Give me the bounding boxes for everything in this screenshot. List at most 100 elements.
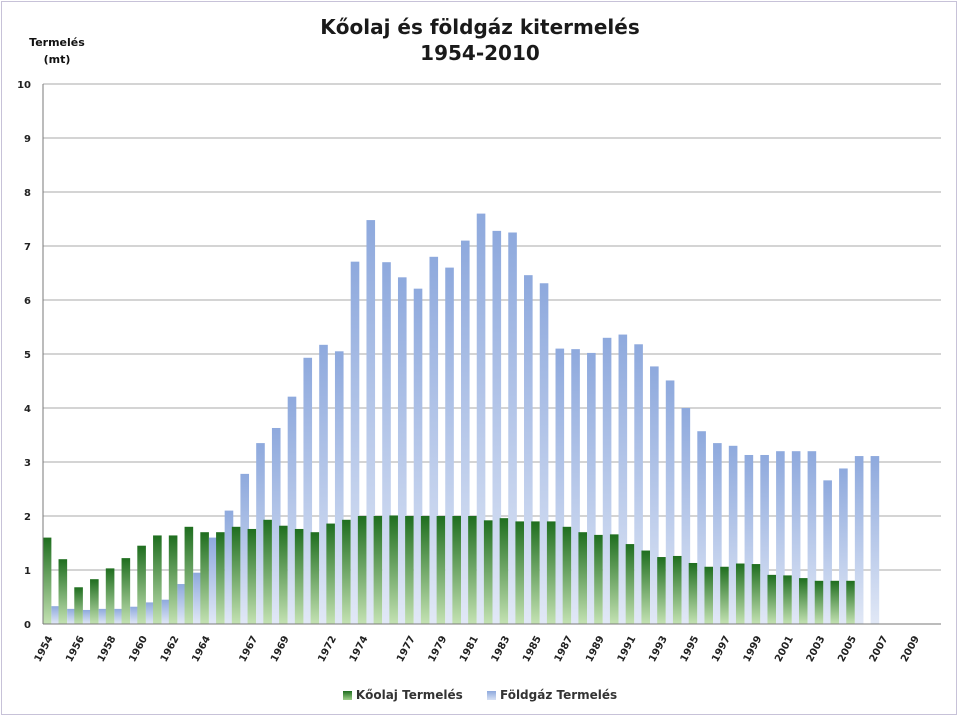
bar-oil-1991 [625,544,635,624]
legend-label-oil: Kőolaj Termelés [355,688,463,702]
y-tick-label: 2 [24,512,31,523]
bar-oil-1971 [310,532,320,624]
x-tick-label: 2005 [836,634,859,664]
bar-gas-1962 [177,584,187,624]
x-tick-label: 1967 [238,634,261,664]
x-tick-label: 1964 [190,634,213,664]
bar-gas-1966 [240,473,250,624]
bar-gas-1981 [476,213,486,624]
bar-gas-1987 [571,349,580,624]
bar-oil-1956 [74,587,83,624]
x-tick-label: 2003 [805,634,828,664]
bar-gas-1990 [618,334,628,624]
bar-gas-1954 [51,606,60,624]
bar-gas-1988 [587,352,596,624]
y-tick-label: 1 [24,566,31,577]
bar-gas-1957 [98,608,108,624]
x-tick-label: 1989 [584,634,607,664]
bar-oil-1992 [641,550,651,624]
bar-oil-1985 [531,521,540,624]
x-tick-label: 1983 [490,634,513,664]
bar-gas-2005 [854,456,864,624]
bar-oil-1966 [231,526,241,624]
legend-swatch-oil [342,691,352,700]
bar-oil-1963 [184,526,194,624]
legend-swatch-gas [486,691,496,700]
legend: Kőolaj Termelés Földgáz Termelés [0,688,960,702]
x-tick-label: 1954 [33,634,56,664]
x-tick-label: 1985 [521,634,544,664]
x-tick-label: 1993 [647,634,670,664]
bar-gas-2006 [870,456,880,624]
bar-gas-1975 [382,262,391,624]
x-tick-label: 1969 [269,634,292,664]
x-tick-label: 1956 [64,634,87,664]
bar-gas-1964 [208,537,218,624]
chart-title-line2: 1954-2010 [420,41,540,65]
y-axis-label-line2: (mt) [43,53,71,66]
chart-title-line1: Kőolaj és földgáz kitermelés [320,15,640,39]
x-tick-label: 1999 [742,634,765,664]
bar-gas-1993 [665,380,675,624]
bar-oil-1960 [137,545,146,624]
bar-oil-1969 [279,525,288,624]
bar-gas-1969 [287,396,297,624]
bar-gas-1961 [161,599,171,624]
y-tick-label: 6 [24,296,31,307]
bar-gas-1995 [697,431,706,624]
bar-oil-1959 [121,558,131,624]
bar-oil-1976 [389,515,398,624]
bar-oil-1978 [420,516,430,624]
bar-gas-1982 [492,230,502,624]
x-tick-label: 2007 [868,634,891,664]
bar-oil-1984 [515,521,525,624]
bar-gas-2002 [807,451,817,624]
bar-oil-1967 [247,528,257,624]
x-tick-label: 1981 [458,634,481,664]
x-tick-label: 1987 [553,634,576,664]
bar-gas-1970 [303,357,313,624]
y-tick-label: 10 [17,80,31,91]
y-axis-label-line1: Termelés [29,36,85,49]
bar-gas-1959 [130,606,139,624]
bar-gas-1967 [256,443,265,624]
bar-gas-1991 [634,344,643,624]
bar-gas-1997 [728,445,738,624]
bar-oil-1972 [326,523,335,624]
y-tick-label: 8 [24,188,31,199]
bar-oil-1979 [436,516,446,624]
y-tick-label: 0 [24,620,31,631]
bar-oil-1970 [294,528,304,624]
bar-oil-1993 [657,557,666,624]
bar-oil-1975 [373,516,383,624]
bar-oil-1954 [42,537,52,624]
bar-oil-1998 [735,563,745,624]
bar-gas-1965 [224,510,234,624]
bar-gas-1971 [319,344,328,624]
legend-item-gas: Földgáz Termelés [486,688,618,702]
y-axis-label: Termelés (mt) [22,34,92,68]
bar-gas-1973 [350,261,360,624]
x-tick-label: 1960 [127,634,150,664]
bar-oil-1968 [263,519,272,624]
bar-gas-1974 [366,220,376,624]
bar-oil-2003 [814,580,824,624]
bar-oil-1980 [452,516,461,624]
y-tick-label: 4 [24,404,31,415]
bar-oil-1986 [546,521,556,624]
bar-gas-2003 [823,480,832,624]
x-tick-label: 1962 [159,634,182,664]
bar-gas-1980 [460,240,470,624]
bar-gas-1984 [524,275,533,624]
x-tick-label: 1979 [427,634,450,664]
bar-oil-2000 [767,574,777,624]
bar-gas-1999 [760,454,769,624]
bar-oil-1977 [405,516,414,624]
bar-oil-1958 [105,568,115,624]
bar-oil-2001 [783,575,792,624]
bar-oil-1982 [483,520,493,624]
legend-label-gas: Földgáz Termelés [499,688,618,702]
bar-oil-1955 [58,559,68,624]
